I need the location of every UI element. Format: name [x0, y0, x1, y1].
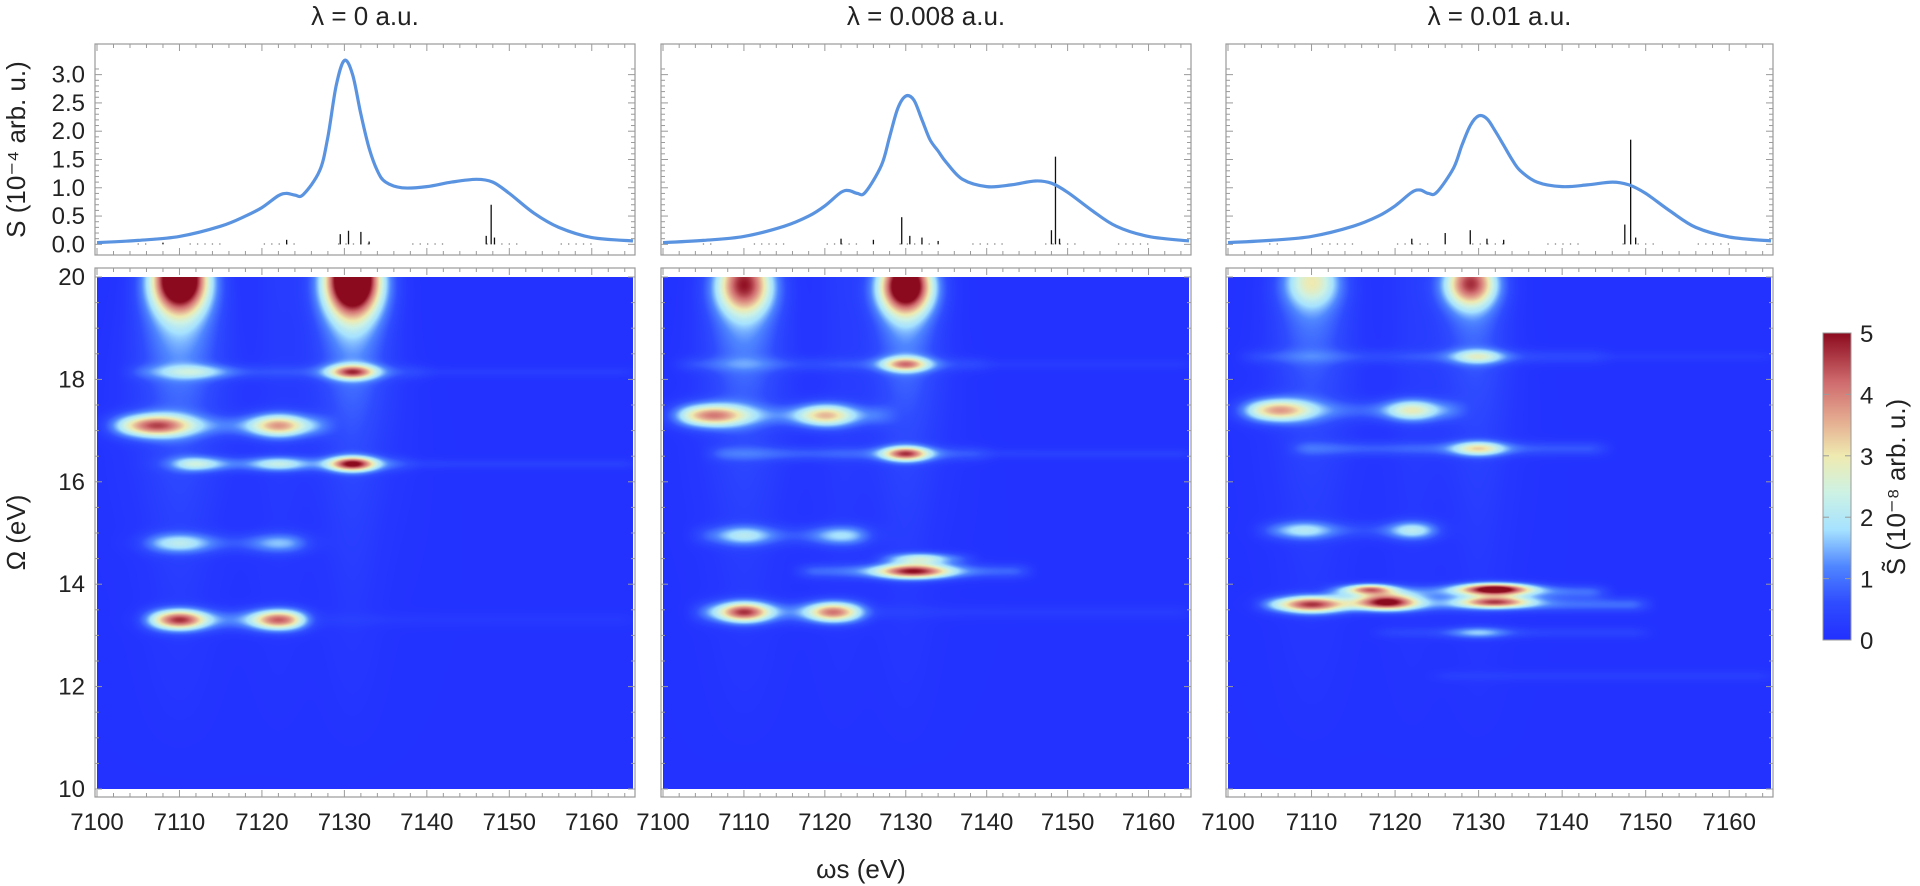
panel-3: λ = 0.01 a.u. 7100 7110 7120 7130 7140 7150 716…	[1201, 1, 1774, 836]
y-tick-label: 16	[58, 469, 85, 496]
heatmap-image	[97, 277, 633, 789]
colorbar-gradient	[1822, 332, 1852, 641]
x-tick-label: 7140	[1535, 809, 1588, 836]
spectrum-frame	[94, 43, 636, 256]
x-tick-label: 7130	[879, 809, 932, 836]
x-tick-label: 7140	[400, 809, 453, 836]
y-tick-label: 0.5	[52, 203, 85, 230]
y-tick-label: 3.0	[52, 62, 85, 89]
panel-title: λ = 0 a.u.	[311, 1, 419, 31]
x-tick-label: 7130	[1452, 809, 1505, 836]
spectrum-curve	[96, 58, 634, 245]
x-tick-label: 7100	[636, 809, 689, 836]
y-tick-label: 14	[58, 571, 85, 598]
y-tick-label: 12	[58, 674, 85, 701]
heatmap-image	[663, 277, 1189, 789]
colorbar-tick-label: 3	[1860, 444, 1873, 471]
panel-2: λ = 0.008 a.u.7100 7110 7120 7130 7140 7150 71…	[636, 1, 1192, 836]
x-tick-label: 7150	[1619, 809, 1672, 836]
panel-title: λ = 0.008 a.u.	[847, 1, 1005, 31]
panel-title: λ = 0.01 a.u.	[1428, 1, 1572, 31]
x-tick-label: 7160	[1122, 809, 1175, 836]
panel-1: λ = 0 a.u. 0.00.51.01.52.02.53.0 S (10⁻⁴ a…	[1, 1, 636, 836]
x-tick-label: 7150	[483, 809, 536, 836]
heatmap-plot: 7100 7110 7120 7130 7140 7150 7160	[636, 267, 1192, 836]
x-tick-label: 7120	[1368, 809, 1421, 836]
colorbar: 0 1 2 3 4 5 S̃ (10⁻⁸ arb. u.)	[1822, 321, 1911, 655]
colorbar-tick-label: 2	[1860, 505, 1873, 532]
y-tick-label: 1.0	[52, 175, 85, 202]
x-tick-label: 7110	[1286, 809, 1338, 836]
x-tick-label: 7150	[1041, 809, 1094, 836]
y-axis-label: S (10⁻⁴ arb. u.)	[1, 61, 31, 238]
y-axis-label: Ω (eV)	[1, 495, 31, 571]
x-tick-label: 7110	[718, 809, 770, 836]
x-tick-label: 7100	[1201, 809, 1254, 836]
colorbar-label: S̃ (10⁻⁸ arb. u.)	[1881, 399, 1911, 575]
x-tick-label: 7160	[1703, 809, 1756, 836]
spectrum-curve	[662, 93, 1190, 245]
x-tick-label: 7140	[960, 809, 1013, 836]
x-tick-label: 7130	[318, 809, 371, 836]
x-tick-label: 7120	[235, 809, 288, 836]
x-tick-label: 7110	[154, 809, 206, 836]
spectrum-plot: 0.00.51.01.52.02.53.0 S (10⁻⁴ arb. u.)	[1, 43, 636, 258]
x-tick-label: 7120	[798, 809, 851, 836]
heatmap-plot: 7100 7110 7120 7130 7140 7150 7160	[1201, 267, 1774, 836]
y-tick-label: 20	[58, 264, 85, 291]
colorbar-tick-label: 5	[1860, 321, 1873, 348]
y-tick-label: 2.0	[52, 118, 85, 145]
spectrum-plot	[660, 43, 1192, 256]
y-tick-label: 18	[58, 366, 85, 393]
spectrum-curve	[1227, 113, 1772, 245]
spectrum-frame	[660, 43, 1192, 256]
y-tick-label: 0.0	[52, 231, 85, 258]
colorbar-tick-label: 4	[1860, 382, 1873, 409]
y-tick-label: 10	[58, 776, 85, 803]
spectrum-plot	[1225, 43, 1774, 256]
colorbar-tick-label: 1	[1860, 567, 1873, 594]
heatmap-image	[1228, 277, 1771, 789]
spectrum-frame	[1225, 43, 1774, 256]
x-tick-label: 7100	[70, 809, 123, 836]
x-tick-label: 7160	[565, 809, 618, 836]
x-axis-label: ωs (eV)	[816, 854, 906, 884]
colorbar-tick-label: 0	[1860, 628, 1873, 655]
y-tick-label: 1.5	[52, 146, 85, 173]
y-tick-label: 2.5	[52, 90, 85, 117]
heatmap-plot: 10 12 14 16 18 20 Ω (eV) 7100 7110 7120 7130 7140 71…	[1, 264, 636, 836]
